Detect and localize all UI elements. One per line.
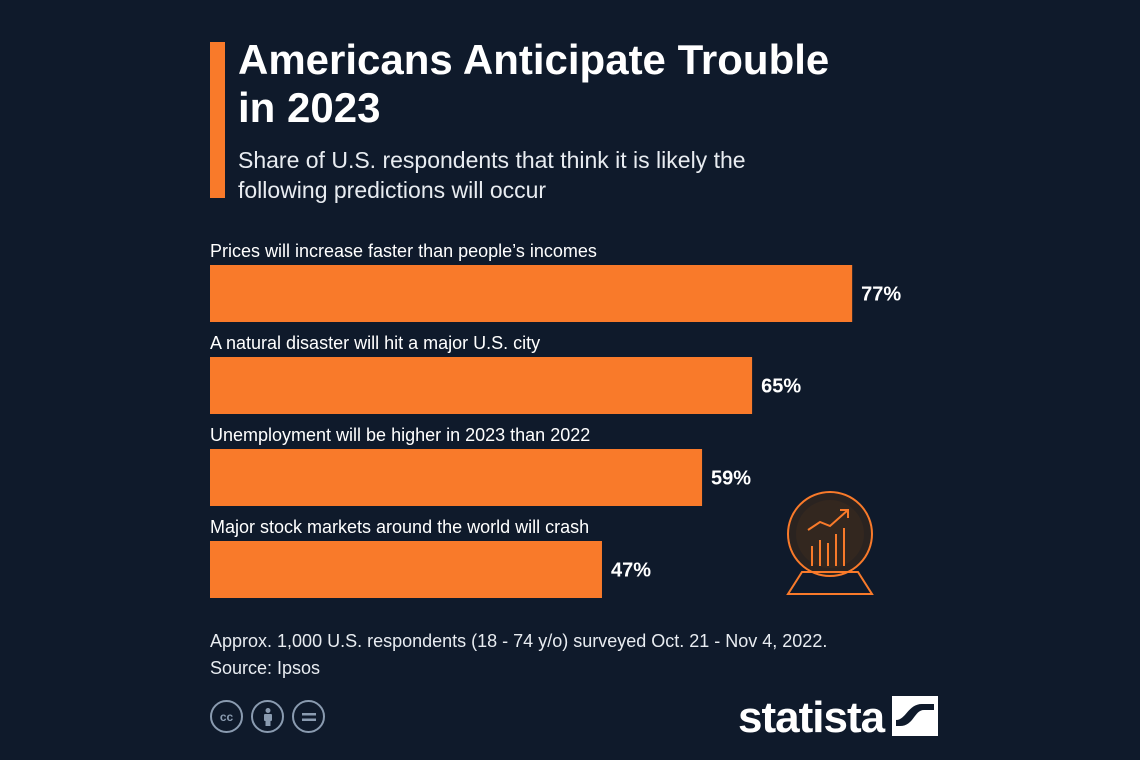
value-label: 59% <box>711 468 751 490</box>
crystal-ball-chart-icon <box>780 488 880 603</box>
statista-logo[interactable]: statista <box>738 693 939 742</box>
bar-chart: Prices will increase faster than people’… <box>210 241 901 598</box>
bar <box>210 357 753 414</box>
category-label: Prices will increase faster than people’… <box>210 241 597 261</box>
title-accent-bar <box>210 42 225 198</box>
category-label: A natural disaster will hit a major U.S.… <box>210 333 540 353</box>
chart-subtitle: Share of U.S. respondents that think it … <box>238 147 746 203</box>
source-note: Source: Ipsos <box>210 658 321 678</box>
license-icons: cc <box>210 700 325 733</box>
attribution-icon[interactable] <box>251 700 284 733</box>
bar <box>210 541 602 598</box>
survey-note: Approx. 1,000 U.S. respondents (18 - 74 … <box>210 631 828 651</box>
bar <box>210 449 703 506</box>
bar <box>210 265 853 322</box>
value-label: 77% <box>861 284 901 306</box>
category-label: Unemployment will be higher in 2023 than… <box>210 425 590 445</box>
footnote: Approx. 1,000 U.S. respondents (18 - 74 … <box>210 628 930 682</box>
brand-name: statista <box>738 693 885 742</box>
value-label: 47% <box>611 560 651 582</box>
creative-commons-icon[interactable]: cc <box>210 700 243 733</box>
category-label: Major stock markets around the world wil… <box>210 517 589 537</box>
statista-mark-icon <box>892 695 939 741</box>
value-label: 65% <box>761 376 801 398</box>
chart-title: Americans Anticipate Trouble in 2023 <box>238 36 830 131</box>
no-derivatives-icon[interactable] <box>292 700 325 733</box>
